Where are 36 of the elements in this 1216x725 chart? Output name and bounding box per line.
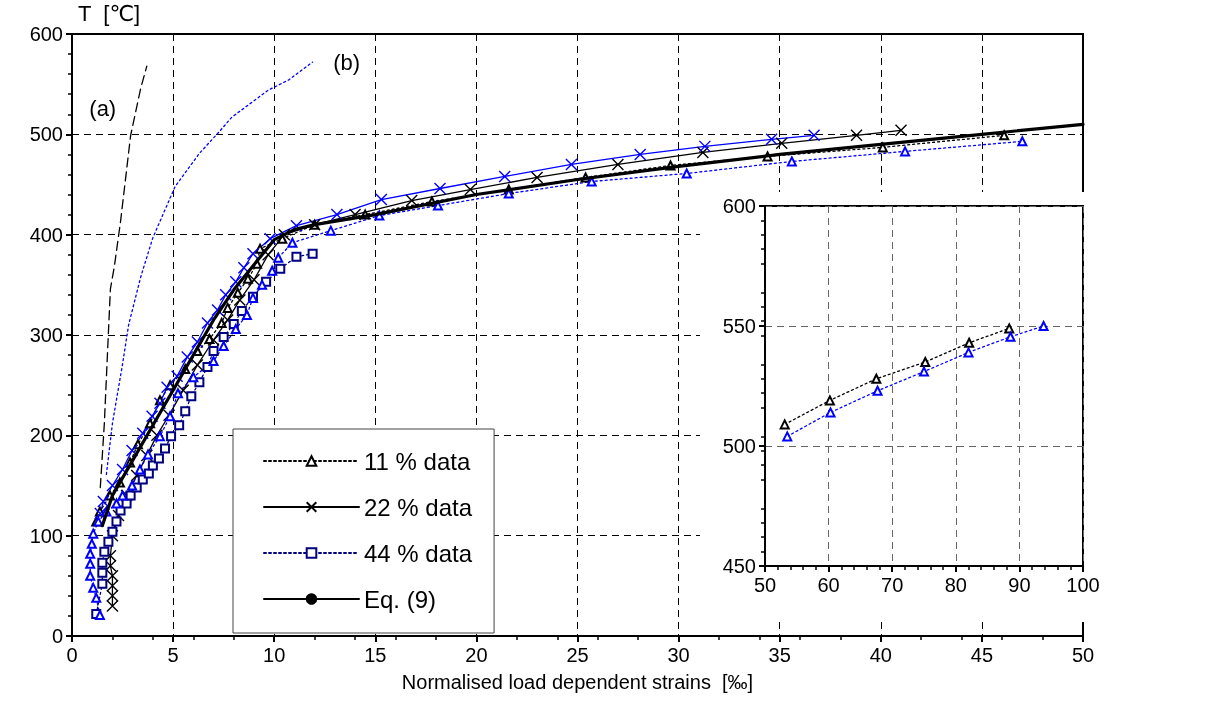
y-tick-label: 600 (29, 23, 63, 45)
legend-label: 22 % data (364, 493, 473, 521)
y-tick-label: 400 (29, 223, 63, 246)
y-axis-title: T [℃] (78, 0, 141, 26)
x-tick-label: 10 (263, 644, 286, 666)
y-tick-label: 450 (722, 555, 756, 577)
legend-label: Eq. (9) (364, 585, 437, 613)
x-tick-label: 35 (768, 644, 791, 666)
y-tick-label: 300 (29, 324, 63, 346)
annotation: (a) (89, 95, 117, 121)
x-tick-label: 5 (167, 644, 179, 666)
legend-label: 11 % data (364, 447, 471, 475)
y-tick-label: 500 (722, 435, 756, 457)
y-tick-label: 550 (722, 315, 756, 337)
y-tick-label: 500 (29, 123, 63, 146)
x-tick-label: 50 (753, 574, 777, 596)
legend-label: 44 % data (364, 539, 473, 567)
x-tick-label: 90 (1008, 574, 1031, 596)
x-tick-label: 60 (817, 574, 840, 596)
x-tick-label: 40 (869, 644, 892, 666)
y-tick-label: 600 (722, 195, 756, 217)
x-tick-label: 100 (1066, 574, 1100, 596)
y-tick-label: 0 (51, 625, 63, 647)
y-tick-label: 200 (29, 424, 63, 447)
y-tick-label: 100 (29, 524, 63, 547)
x-tick-label: 20 (465, 644, 488, 666)
x-tick-label: 70 (881, 574, 904, 596)
x-tick-label: 15 (364, 644, 387, 666)
annotation: (b) (333, 49, 361, 75)
x-tick-label: 45 (970, 644, 994, 666)
x-tick-label: 0 (66, 644, 78, 666)
x-tick-label: 50 (1071, 644, 1095, 666)
x-tick-label: 25 (566, 644, 589, 666)
x-tick-label: 30 (667, 644, 690, 666)
x-axis-title: Normalised load dependent strains [‰] (401, 671, 754, 693)
x-tick-label: 80 (944, 574, 967, 596)
